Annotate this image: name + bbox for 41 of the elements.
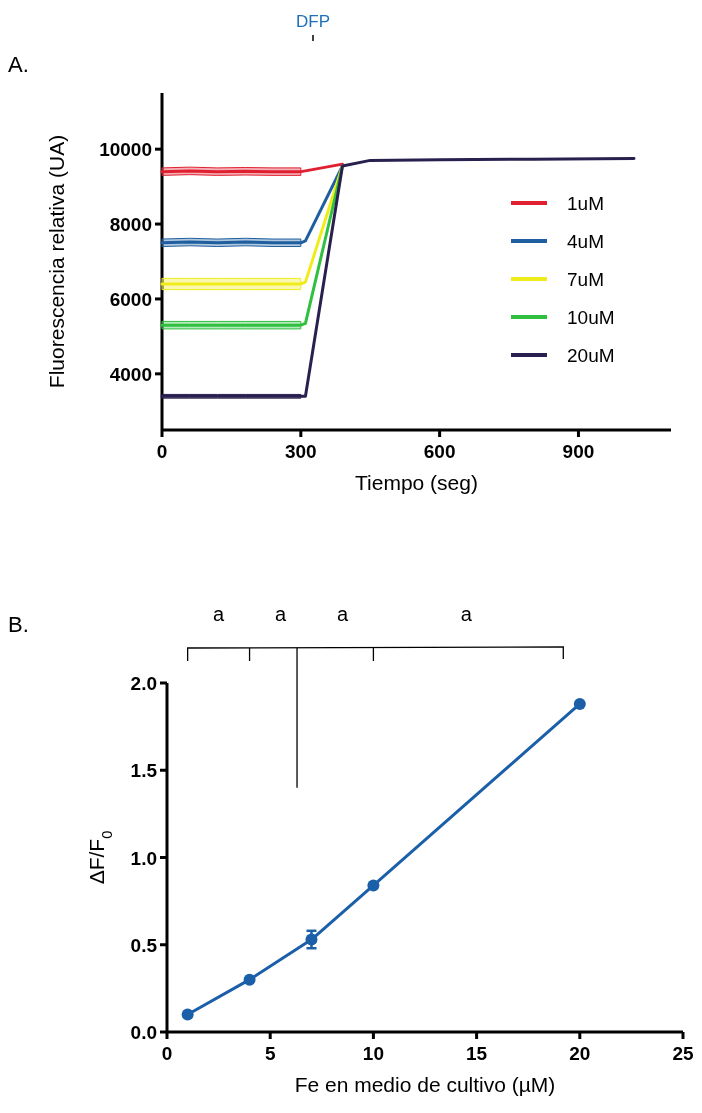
y-tick-label: 1.5 [130, 760, 158, 782]
point [305, 933, 318, 946]
x-tick-label: 600 [423, 441, 456, 462]
x-axis-title: Fe en medio de cultivo (µM) [294, 1073, 556, 1096]
text: a [274, 603, 287, 625]
x-axis-title: Tiempo (seg) [355, 471, 478, 494]
point [573, 697, 586, 710]
text: a [336, 603, 349, 625]
x-tick-label: 15 [466, 1043, 488, 1064]
legend-label: 7uM [567, 269, 604, 290]
x-tick-label: 10 [362, 1043, 384, 1064]
y-tick-label: 0.5 [130, 934, 158, 956]
x-tick-label: 900 [562, 441, 595, 462]
x-tick-label: 25 [672, 1043, 694, 1064]
y-tick-label: 6000 [109, 288, 152, 310]
legend-label: 10uM [567, 307, 615, 328]
text: a [460, 603, 473, 625]
y-tick-label: 1.0 [130, 847, 157, 869]
legend-label: 20uM [567, 345, 615, 366]
point [181, 1008, 194, 1021]
point [367, 879, 380, 892]
chart-title: A. [8, 52, 29, 77]
x-tick-label: 0 [156, 441, 168, 462]
y-tick-label: 8000 [109, 214, 152, 236]
y-tick-label: 2.0 [130, 673, 157, 694]
y-tick-label: 10000 [99, 139, 152, 161]
legend-label: 4uM [567, 231, 604, 252]
x-tick-label: 0 [161, 1043, 173, 1064]
line-series [160, 157, 636, 398]
text: a [213, 603, 226, 625]
y-axis-title: Fluorescencia relativa (UA) [45, 134, 68, 389]
legend-label: 1uM [567, 193, 604, 214]
x-tick-label: 20 [569, 1043, 591, 1064]
x-tick-label: 300 [284, 441, 317, 462]
y-tick-label: 0.0 [130, 1022, 157, 1043]
text: DFP [296, 12, 330, 31]
line-series [160, 162, 344, 174]
point [243, 973, 256, 986]
chart-title: B. [8, 612, 29, 637]
x-tick-label: 5 [264, 1043, 276, 1064]
y-tick-label: 4000 [109, 363, 152, 385]
